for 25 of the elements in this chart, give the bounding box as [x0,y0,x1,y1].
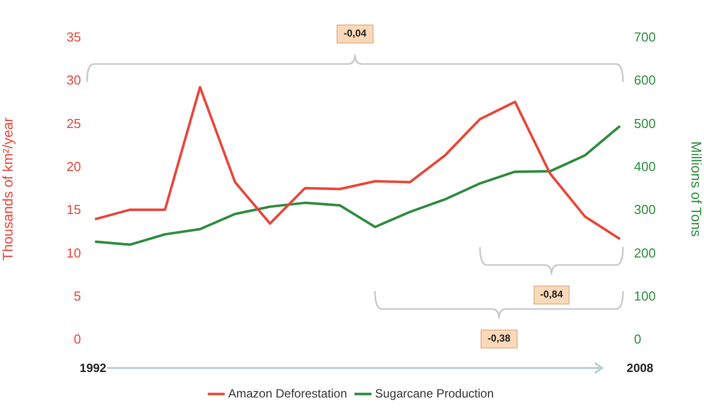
y2-axis-title: Millions of Tons [688,141,704,237]
text: 2008 [626,361,654,375]
y-tick-label: 10 [66,245,81,260]
y2-tick-label: 700 [634,30,656,45]
text: 1992 [80,361,106,375]
y-tick-label: 20 [66,159,81,174]
y2-tick-label: 0 [634,332,642,347]
y-tick-label: 0 [74,332,81,347]
y-tick-label: 30 [66,72,81,88]
y2-tick-label: 100 [634,288,656,304]
y-tick-label: 5 [74,288,81,304]
y-axis-title: Thousands of km²/year [0,117,16,261]
annotation: -0,38 [480,330,518,348]
legend-label: Amazon Deforestation [228,386,347,400]
y2-tick-label: 600 [634,72,656,88]
y2-tick-label: 300 [634,202,656,218]
y2-tick-label: 500 [634,116,656,131]
y2-tick-label: 200 [634,245,656,260]
y2-tick-label: 400 [634,159,656,174]
y-tick-label: 15 [66,202,81,218]
y-tick-label: 25 [66,116,81,131]
annotation: -0,04 [336,24,374,44]
y-tick-label: 35 [66,30,81,45]
legend-label: Sugarcane Production [374,386,494,400]
annotation: -0,84 [533,286,570,304]
